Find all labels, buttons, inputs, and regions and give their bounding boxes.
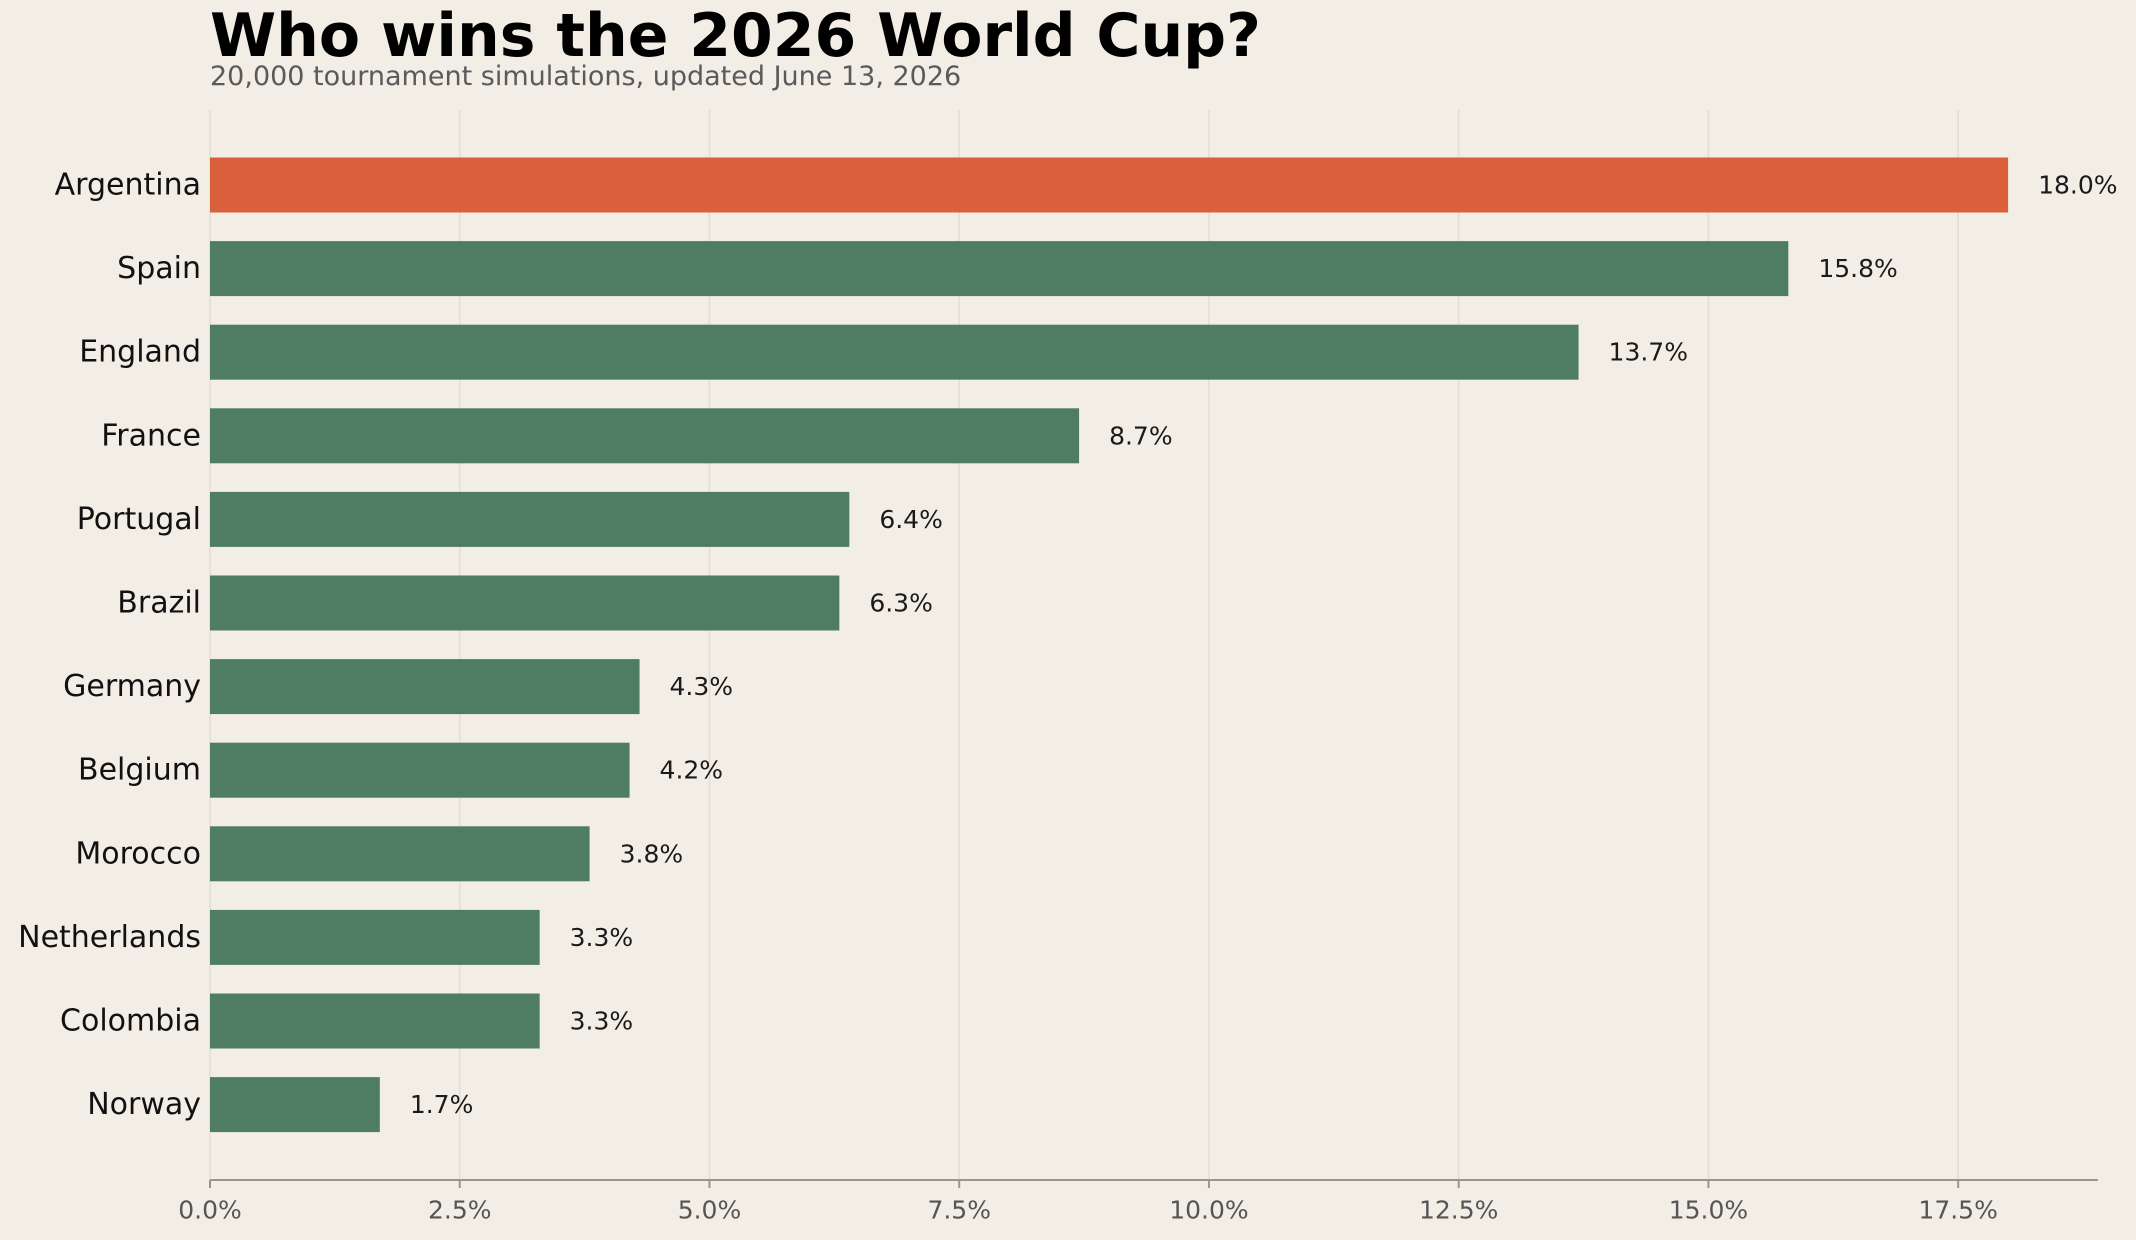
bar-germany: [210, 659, 640, 715]
bar-france: [210, 408, 1080, 464]
value-label: 4.3%: [670, 672, 734, 701]
bar-colombia: [210, 993, 540, 1049]
bars: [210, 157, 2009, 1133]
x-tick-label: 12.5%: [1419, 1196, 1498, 1225]
category-labels: Argentina Spain England France Portugal Brazi…: [18, 168, 201, 1123]
category-label: England: [79, 335, 201, 370]
category-label: Belgium: [78, 753, 201, 788]
value-label: 1.7%: [410, 1090, 474, 1119]
value-label: 4.2%: [660, 756, 724, 785]
category-label: Spain: [117, 251, 201, 286]
x-tick-label: 15.0%: [1669, 1196, 1748, 1225]
value-labels: 18.0% 15.8% 13.7% 8.7% 6.4% 6.3% 4.3% 4.2% 3.8% 3…: [410, 171, 2118, 1120]
bar-spain: [210, 241, 1789, 297]
x-tick-label: 0.0%: [178, 1196, 242, 1225]
value-label: 3.3%: [570, 1007, 634, 1036]
x-axis: 0.0% 2.5% 5.0% 7.5% 10.0% 12.5% 15.0% 17.5%: [178, 1179, 2098, 1225]
bar-argentina: [210, 157, 2009, 213]
category-label: Colombia: [60, 1004, 201, 1039]
chart-subtitle: 20,000 tournament simulations, updated J…: [210, 61, 962, 92]
bar-brazil: [210, 575, 840, 631]
bar-morocco: [210, 826, 590, 882]
value-label: 15.8%: [1818, 254, 1897, 283]
bar-england: [210, 324, 1579, 380]
x-tick-label: 7.5%: [927, 1196, 991, 1225]
x-tick-label: 5.0%: [678, 1196, 742, 1225]
x-tick-label: 10.0%: [1169, 1196, 1248, 1225]
category-label: Norway: [87, 1087, 201, 1122]
value-label: 3.8%: [620, 839, 684, 868]
category-label: Portugal: [77, 502, 201, 537]
bar-belgium: [210, 742, 630, 798]
category-label: Germany: [63, 669, 201, 704]
value-label: 13.7%: [1609, 338, 1688, 367]
bar-netherlands: [210, 909, 540, 965]
value-label: 8.7%: [1109, 421, 1173, 450]
value-label: 6.4%: [879, 505, 943, 534]
category-label: Morocco: [75, 836, 201, 871]
x-tick-label: 2.5%: [428, 1196, 492, 1225]
category-label: Netherlands: [18, 920, 201, 955]
value-label: 6.3%: [869, 589, 933, 618]
category-label: Brazil: [117, 586, 201, 621]
bar-portugal: [210, 491, 850, 547]
chart-title: Who wins the 2026 World Cup?: [210, 1, 1261, 71]
value-label: 18.0%: [2038, 171, 2117, 200]
bar-norway: [210, 1077, 380, 1133]
value-label: 3.3%: [570, 923, 634, 952]
category-label: France: [101, 418, 201, 453]
x-tick-label: 17.5%: [1918, 1196, 1997, 1225]
category-label: Argentina: [55, 168, 201, 203]
